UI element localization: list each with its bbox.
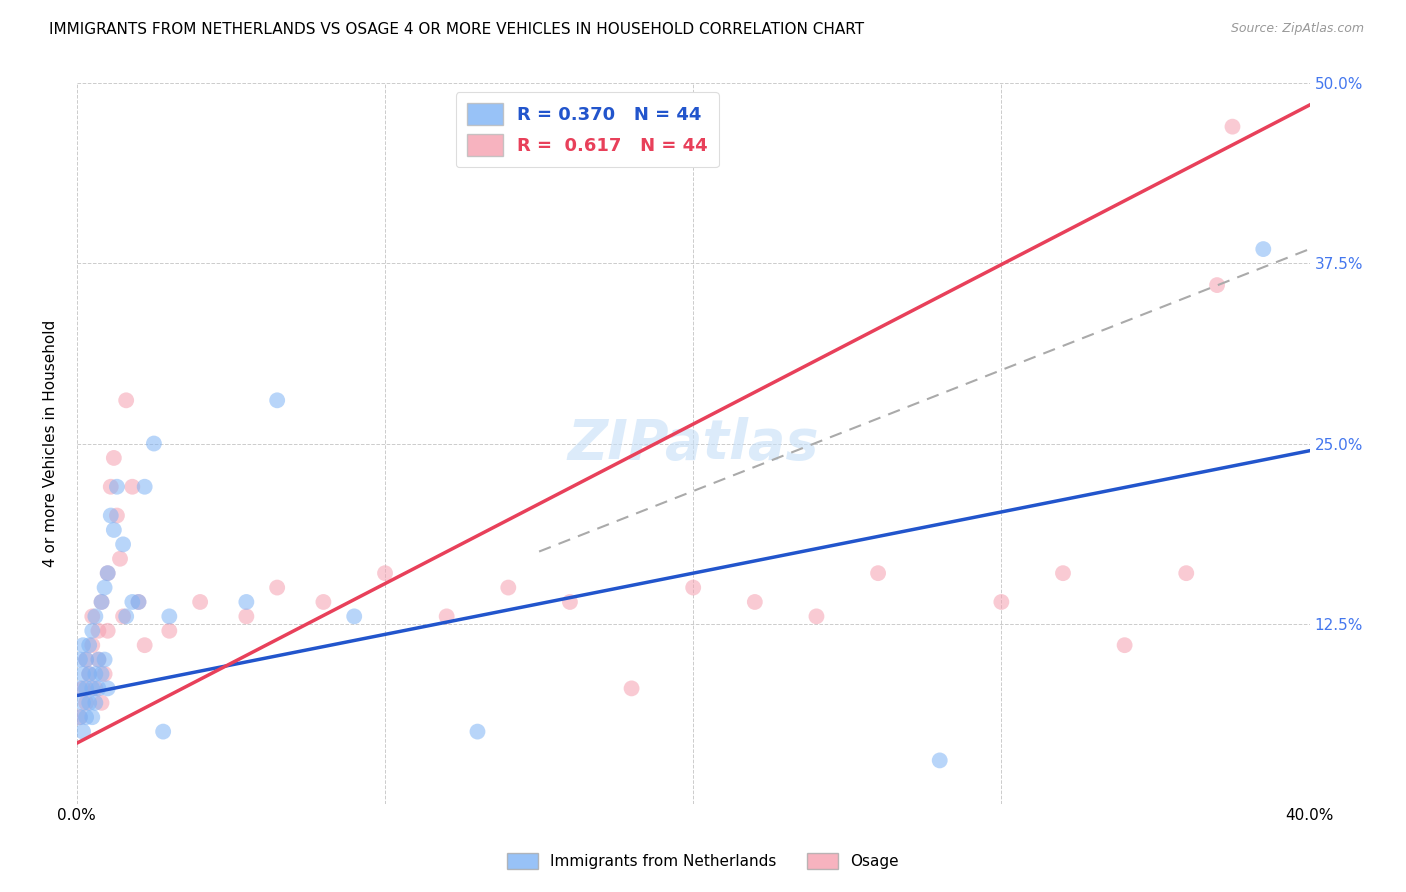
- Point: [436, 609, 458, 624]
- Point: [112, 537, 135, 551]
- Y-axis label: 4 or more Vehicles in Household: 4 or more Vehicles in Household: [44, 320, 58, 567]
- Point: [128, 595, 150, 609]
- Point: [87, 681, 110, 696]
- Point: [312, 595, 335, 609]
- Point: [72, 681, 94, 696]
- Point: [103, 450, 125, 465]
- Legend: Immigrants from Netherlands, Osage: Immigrants from Netherlands, Osage: [502, 847, 904, 875]
- Point: [1052, 566, 1074, 581]
- Point: [87, 624, 110, 638]
- Point: [112, 609, 135, 624]
- Point: [806, 609, 828, 624]
- Point: [84, 609, 107, 624]
- Point: [108, 551, 131, 566]
- Point: [100, 480, 122, 494]
- Point: [69, 710, 91, 724]
- Point: [72, 638, 94, 652]
- Point: [75, 710, 97, 724]
- Point: [682, 581, 704, 595]
- Point: [82, 710, 104, 724]
- Point: [72, 667, 94, 681]
- Point: [90, 696, 112, 710]
- Point: [467, 724, 489, 739]
- Point: [266, 581, 288, 595]
- Point: [77, 667, 100, 681]
- Point: [744, 595, 766, 609]
- Point: [75, 652, 97, 666]
- Point: [1253, 242, 1275, 256]
- Point: [69, 652, 91, 666]
- Point: [235, 595, 257, 609]
- Point: [84, 667, 107, 681]
- Point: [75, 681, 97, 696]
- Point: [990, 595, 1012, 609]
- Text: IMMIGRANTS FROM NETHERLANDS VS OSAGE 4 OR MORE VEHICLES IN HOUSEHOLD CORRELATION: IMMIGRANTS FROM NETHERLANDS VS OSAGE 4 O…: [49, 22, 865, 37]
- Point: [97, 681, 120, 696]
- Point: [90, 595, 112, 609]
- Point: [84, 696, 107, 710]
- Point: [72, 724, 94, 739]
- Point: [69, 710, 91, 724]
- Point: [87, 652, 110, 666]
- Point: [103, 523, 125, 537]
- Point: [87, 652, 110, 666]
- Point: [69, 681, 91, 696]
- Point: [97, 566, 120, 581]
- Point: [97, 624, 120, 638]
- Point: [121, 480, 143, 494]
- Point: [142, 436, 165, 450]
- Point: [235, 609, 257, 624]
- Point: [1222, 120, 1244, 134]
- Point: [134, 480, 156, 494]
- Point: [157, 609, 180, 624]
- Point: [72, 696, 94, 710]
- Point: [97, 566, 120, 581]
- Text: ZIPatlas: ZIPatlas: [568, 417, 818, 470]
- Point: [1175, 566, 1198, 581]
- Point: [928, 753, 950, 767]
- Point: [84, 681, 107, 696]
- Point: [90, 595, 112, 609]
- Point: [343, 609, 366, 624]
- Point: [82, 681, 104, 696]
- Point: [1114, 638, 1136, 652]
- Point: [188, 595, 211, 609]
- Point: [620, 681, 643, 696]
- Point: [77, 696, 100, 710]
- Point: [90, 667, 112, 681]
- Point: [266, 393, 288, 408]
- Point: [93, 667, 115, 681]
- Point: [115, 393, 138, 408]
- Point: [152, 724, 174, 739]
- Point: [374, 566, 396, 581]
- Point: [82, 624, 104, 638]
- Point: [558, 595, 581, 609]
- Point: [77, 638, 100, 652]
- Point: [498, 581, 520, 595]
- Point: [1206, 278, 1229, 293]
- Text: Source: ZipAtlas.com: Source: ZipAtlas.com: [1230, 22, 1364, 36]
- Point: [77, 667, 100, 681]
- Point: [121, 595, 143, 609]
- Point: [105, 508, 128, 523]
- Point: [100, 508, 122, 523]
- Legend: R = 0.370   N = 44, R =  0.617   N = 44: R = 0.370 N = 44, R = 0.617 N = 44: [456, 93, 718, 167]
- Point: [134, 638, 156, 652]
- Point: [93, 581, 115, 595]
- Point: [105, 480, 128, 494]
- Point: [128, 595, 150, 609]
- Point: [115, 609, 138, 624]
- Point: [93, 652, 115, 666]
- Point: [82, 638, 104, 652]
- Point: [868, 566, 890, 581]
- Point: [75, 696, 97, 710]
- Point: [82, 609, 104, 624]
- Point: [75, 652, 97, 666]
- Point: [157, 624, 180, 638]
